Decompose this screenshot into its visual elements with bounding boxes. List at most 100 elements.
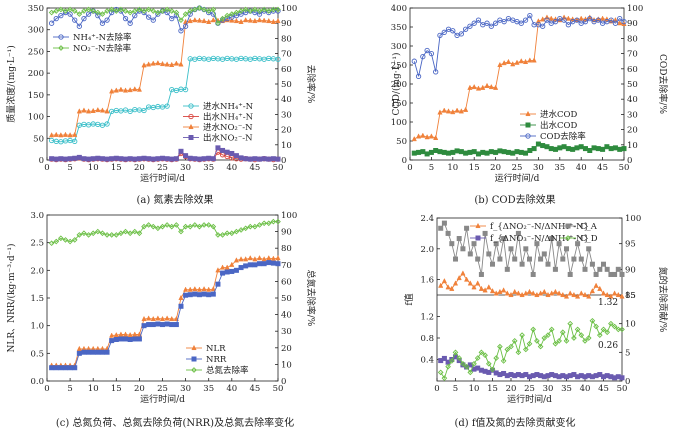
x-tick-label: 40 — [226, 384, 237, 394]
series-1-point — [545, 291, 551, 298]
series-2-point — [518, 149, 524, 155]
series-4-point — [136, 156, 142, 162]
series-1-point — [441, 107, 447, 113]
series-2-point — [433, 148, 439, 154]
series-1-point — [484, 82, 490, 88]
panel-d: 0 5 10 15 20 25 30 35 40 45 501.62.02.40.40.81.285… — [403, 214, 669, 405]
series-1-point — [515, 290, 522, 296]
series-1-point — [201, 285, 207, 292]
series-6-point — [187, 8, 194, 14]
series-5-point — [206, 9, 212, 16]
series-5-point — [53, 15, 59, 22]
series-1-point — [597, 285, 603, 291]
series-4-point — [571, 335, 577, 341]
caption-c: (c) 总氮负荷、总氮去除负荷(NRR)及总氮去除率变化 — [56, 416, 294, 429]
series-3-point — [201, 17, 207, 24]
series-4-point — [485, 360, 492, 367]
series-4-point — [559, 329, 566, 336]
series-6-point — [159, 8, 166, 14]
x-tick-label: 25 — [524, 384, 535, 394]
x-axis-label: 运行时间/d — [495, 172, 540, 184]
x-tick-label: 5 — [429, 163, 434, 173]
series-3-point — [192, 17, 198, 23]
series-3-point — [76, 232, 83, 238]
series-1-point — [458, 108, 464, 114]
series-1-point — [113, 331, 119, 338]
series-2-point — [501, 236, 507, 242]
series-1-point — [196, 286, 203, 292]
y-axis-label: 质量浓度/(mg·L⁻¹) — [5, 45, 17, 123]
series-3-point — [141, 223, 147, 230]
series-1-point — [233, 257, 240, 263]
legend-c-3-label: 总氮去除率 — [206, 365, 249, 376]
series-3-point — [238, 18, 244, 24]
caption-a: (a) 氮素去除效果 — [137, 193, 214, 206]
series-2-point — [169, 322, 175, 328]
series-1-point — [478, 285, 485, 291]
series-2-point — [570, 146, 576, 152]
series-4-point — [275, 156, 281, 162]
series-2-point — [595, 146, 601, 152]
series-6-point — [215, 20, 221, 27]
series-3-point — [81, 230, 87, 237]
series-2-point — [90, 349, 96, 355]
series-2-point — [582, 266, 588, 272]
series-1-point — [266, 255, 272, 261]
annotation-fA: 1.32 — [598, 298, 618, 308]
series-3-point — [141, 62, 147, 68]
x-tick-label: 15 — [111, 384, 122, 394]
series-6-point — [192, 6, 198, 13]
series-3-point — [173, 222, 180, 228]
y2-tick-label-top: 100 — [625, 214, 641, 224]
series-1-point — [463, 276, 470, 282]
series-2-point — [215, 281, 221, 287]
series-1-point — [600, 290, 607, 296]
series-2-point — [510, 150, 516, 156]
y-tick-label: 150 — [28, 91, 44, 101]
series-1-point — [497, 288, 503, 294]
series-1-point — [99, 122, 106, 128]
series-2-point — [81, 349, 87, 355]
series-3-point — [146, 61, 152, 67]
series-1-point — [586, 293, 592, 299]
series-1-point — [565, 15, 571, 21]
x-tick-label: 10 — [88, 384, 99, 394]
series-5-point — [122, 15, 129, 22]
series-4-point — [608, 320, 614, 327]
series-3-point — [256, 222, 263, 228]
series-4-point — [600, 326, 607, 333]
series-1-point — [72, 138, 78, 144]
series-3-point — [428, 50, 435, 57]
series-1-point — [611, 290, 618, 296]
series-4-point — [99, 156, 105, 162]
x-tick-label: 35 — [554, 163, 565, 173]
series-5-point — [127, 20, 133, 26]
y-tick-label: 2.5 — [30, 239, 44, 249]
series-3-point — [104, 232, 110, 238]
series-2-point — [146, 322, 152, 328]
series-2-point — [575, 241, 581, 247]
y2-tick-label: 80 — [281, 244, 292, 254]
y-tick-label: 350 — [28, 4, 44, 14]
y2-tick-label: 20 — [281, 126, 292, 136]
series-3-point — [561, 17, 567, 23]
legend-a-bottom-1-swatch-marker — [188, 103, 194, 109]
series-4-point — [81, 156, 87, 162]
series-3-point — [471, 20, 477, 26]
series-3-point — [582, 19, 589, 25]
x-tick-label: 25 — [157, 163, 168, 173]
series-2-point — [512, 256, 518, 262]
series-3-point — [210, 17, 216, 23]
series-3-point — [612, 20, 619, 26]
series-3-point — [113, 87, 119, 93]
legend-b-3-swatch-marker — [525, 133, 531, 139]
series-3-point — [178, 228, 184, 235]
series-1-point — [482, 287, 488, 293]
series-2-point — [438, 225, 444, 231]
series-3-point — [247, 223, 254, 230]
series-2-point — [420, 149, 426, 155]
series-2-point — [604, 144, 610, 150]
series-3-point — [552, 19, 559, 25]
series-6-point — [113, 8, 120, 14]
series-4-point — [460, 360, 466, 367]
